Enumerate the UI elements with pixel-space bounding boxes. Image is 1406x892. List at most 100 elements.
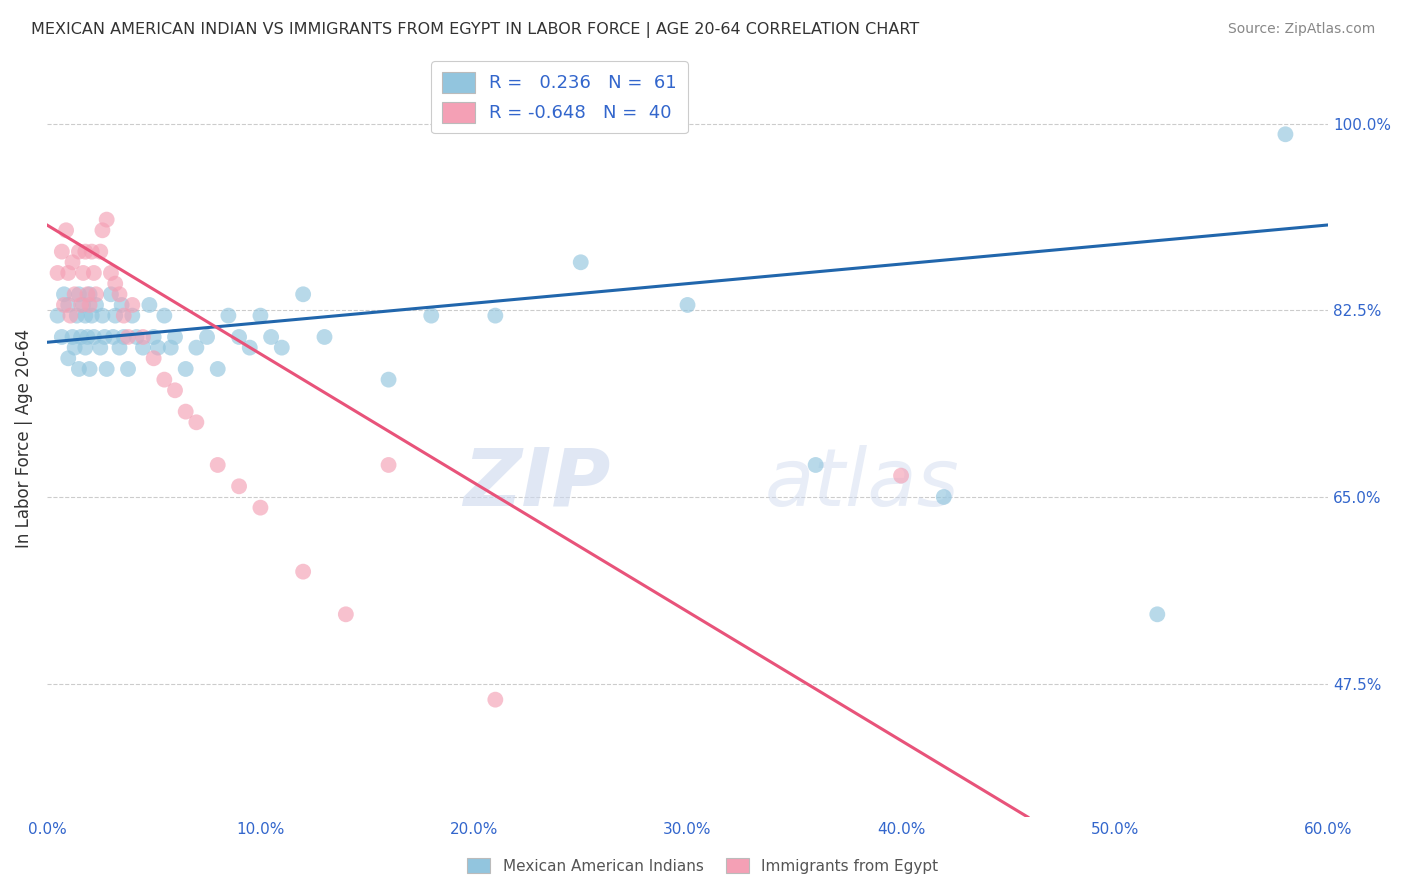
Point xyxy=(67,287,90,301)
Point xyxy=(89,244,111,259)
Legend: R =   0.236   N =  61, R = -0.648   N =  40: R = 0.236 N = 61, R = -0.648 N = 40 xyxy=(432,61,688,134)
Point xyxy=(186,415,208,429)
Point xyxy=(80,244,103,259)
Point xyxy=(117,362,139,376)
Point xyxy=(79,287,101,301)
Point xyxy=(159,341,181,355)
Point xyxy=(186,341,208,355)
Text: MEXICAN AMERICAN INDIAN VS IMMIGRANTS FROM EGYPT IN LABOR FORCE | AGE 20-64 CORR: MEXICAN AMERICAN INDIAN VS IMMIGRANTS FR… xyxy=(31,22,920,38)
Point xyxy=(292,287,315,301)
Point xyxy=(153,373,176,387)
Point xyxy=(111,298,134,312)
Point xyxy=(112,309,135,323)
Point xyxy=(89,341,111,355)
Point xyxy=(46,266,69,280)
Point xyxy=(79,298,101,312)
Point xyxy=(335,607,357,622)
Point xyxy=(890,468,912,483)
Point xyxy=(58,298,80,312)
Point xyxy=(125,330,148,344)
Point xyxy=(80,309,103,323)
Point xyxy=(676,298,699,312)
Point xyxy=(58,351,80,366)
Point xyxy=(377,458,399,472)
Point xyxy=(75,341,97,355)
Point xyxy=(96,362,118,376)
Point xyxy=(249,500,271,515)
Point xyxy=(270,341,292,355)
Point xyxy=(83,266,105,280)
Point xyxy=(104,277,127,291)
Point xyxy=(100,287,122,301)
Point xyxy=(83,330,105,344)
Point xyxy=(101,330,124,344)
Point xyxy=(70,298,93,312)
Point xyxy=(484,309,506,323)
Point xyxy=(108,287,131,301)
Point xyxy=(62,255,84,269)
Point xyxy=(84,298,107,312)
Point xyxy=(1274,128,1296,142)
Point xyxy=(217,309,239,323)
Point xyxy=(249,309,271,323)
Point xyxy=(46,309,69,323)
Point xyxy=(91,223,114,237)
Point xyxy=(59,309,82,323)
Point xyxy=(93,330,115,344)
Point xyxy=(153,309,176,323)
Point xyxy=(75,244,97,259)
Point xyxy=(174,404,197,418)
Point xyxy=(72,298,94,312)
Point xyxy=(228,330,250,344)
Point xyxy=(132,330,155,344)
Point xyxy=(52,287,75,301)
Point xyxy=(67,362,90,376)
Point xyxy=(112,330,135,344)
Point xyxy=(239,341,262,355)
Point xyxy=(51,244,73,259)
Text: ZIP: ZIP xyxy=(463,445,610,523)
Text: atlas: atlas xyxy=(765,445,959,523)
Point xyxy=(79,362,101,376)
Point xyxy=(84,287,107,301)
Point xyxy=(207,458,229,472)
Point xyxy=(76,330,98,344)
Point xyxy=(804,458,827,472)
Point xyxy=(484,692,506,706)
Point xyxy=(62,330,84,344)
Point xyxy=(75,309,97,323)
Legend: Mexican American Indians, Immigrants from Egypt: Mexican American Indians, Immigrants fro… xyxy=(461,852,945,880)
Point xyxy=(66,309,89,323)
Point xyxy=(207,362,229,376)
Point xyxy=(70,330,93,344)
Point xyxy=(260,330,283,344)
Point xyxy=(195,330,218,344)
Point xyxy=(52,298,75,312)
Point xyxy=(163,330,186,344)
Point xyxy=(292,565,315,579)
Point xyxy=(314,330,336,344)
Point xyxy=(100,266,122,280)
Point xyxy=(58,266,80,280)
Point xyxy=(104,309,127,323)
Point xyxy=(96,212,118,227)
Point xyxy=(67,244,90,259)
Point xyxy=(51,330,73,344)
Y-axis label: In Labor Force | Age 20-64: In Labor Force | Age 20-64 xyxy=(15,329,32,548)
Text: Source: ZipAtlas.com: Source: ZipAtlas.com xyxy=(1227,22,1375,37)
Point xyxy=(55,223,77,237)
Point xyxy=(1146,607,1168,622)
Point xyxy=(163,384,186,398)
Point xyxy=(117,330,139,344)
Point xyxy=(228,479,250,493)
Point xyxy=(138,298,160,312)
Point xyxy=(142,351,165,366)
Point xyxy=(63,341,86,355)
Point xyxy=(146,341,169,355)
Point xyxy=(72,266,94,280)
Point xyxy=(132,341,155,355)
Point xyxy=(121,309,143,323)
Point xyxy=(569,255,592,269)
Point xyxy=(63,287,86,301)
Point xyxy=(142,330,165,344)
